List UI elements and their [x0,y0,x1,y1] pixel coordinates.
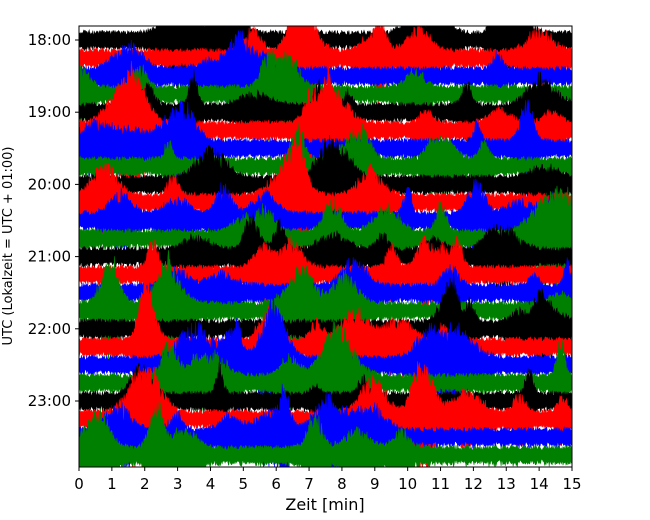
x-tick-label: 1 [107,475,117,493]
x-tick-label: 11 [431,475,450,493]
x-tick-label: 14 [530,475,549,493]
plot-frame [78,25,573,468]
y-tick-label: 18:00 [28,31,71,49]
x-tick-label: 12 [464,475,483,493]
x-tick-label: 4 [206,475,216,493]
x-tick-label: 5 [239,475,249,493]
trace-2345 [79,400,572,467]
y-axis: 18:00 19:00 20:00 21:00 22:00 23:00 [28,31,79,410]
x-tick-label: 8 [337,475,347,493]
y-tick-label: 19:00 [28,103,71,121]
y-tick-label: 20:00 [28,175,71,193]
x-tick-label: 7 [304,475,314,493]
x-tick-label: 0 [74,475,84,493]
x-tick-label: 15 [562,475,581,493]
x-axis-label: Zeit [min] [285,495,364,514]
x-tick-label: 6 [271,475,281,493]
y-tick-label: 21:00 [28,248,71,266]
y-axis-label: UTC (Lokalzeit = UTC + 01:00) [1,147,16,346]
y-tick-label: 23:00 [28,392,71,410]
x-tick-label: 9 [370,475,380,493]
x-axis: 0 1 2 3 4 5 6 7 8 9 10 11 12 13 14 15 [74,467,582,493]
y-tick-label: 22:00 [28,320,71,338]
trace-1915 [79,60,572,212]
x-tick-label: 2 [140,475,150,493]
seismic-traces [79,26,572,467]
x-tick-label: 10 [398,475,417,493]
x-tick-label: 13 [497,475,516,493]
x-tick-label: 3 [173,475,183,493]
